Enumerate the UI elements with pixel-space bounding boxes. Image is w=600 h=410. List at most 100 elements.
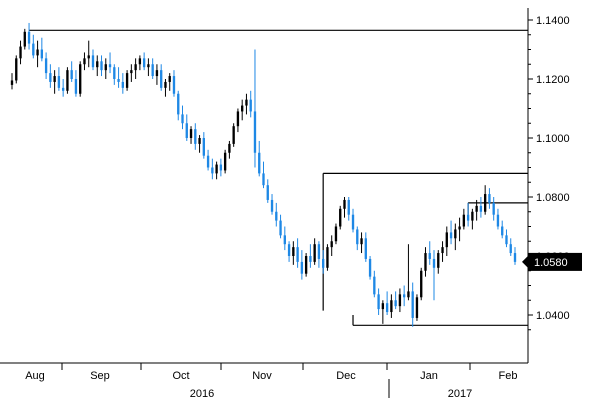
candle-body bbox=[407, 291, 410, 298]
candle-body bbox=[488, 194, 491, 203]
candle-body bbox=[155, 70, 159, 77]
candle-body bbox=[428, 253, 431, 259]
candle-body bbox=[194, 129, 197, 144]
candle-body bbox=[471, 211, 474, 221]
candle-body bbox=[15, 58, 18, 81]
candle-body bbox=[466, 214, 470, 221]
candle-body bbox=[432, 258, 436, 268]
candle-body bbox=[177, 93, 180, 115]
candle-body bbox=[253, 111, 257, 153]
candle-body bbox=[270, 199, 274, 212]
candle-body bbox=[437, 253, 440, 268]
candle-body bbox=[279, 220, 282, 236]
candle-body bbox=[505, 235, 508, 245]
year-label: 2016 bbox=[190, 388, 214, 400]
candle-body bbox=[275, 211, 278, 221]
candle-body bbox=[185, 123, 188, 138]
candle-body bbox=[462, 214, 466, 227]
month-label: Dec bbox=[336, 370, 356, 382]
candle-body bbox=[402, 294, 406, 298]
candle-body bbox=[454, 229, 457, 239]
candle-body bbox=[364, 238, 367, 259]
candle-body bbox=[91, 55, 95, 68]
month-label: Feb bbox=[499, 370, 518, 382]
y-tick-label: 1.1200 bbox=[536, 74, 570, 86]
candle-body bbox=[142, 58, 146, 68]
candle-body bbox=[198, 138, 201, 144]
candle-body bbox=[351, 214, 355, 230]
candle-body bbox=[44, 58, 48, 74]
candle-body bbox=[287, 244, 291, 256]
candle-body bbox=[496, 214, 500, 227]
y-tick-label: 1.1000 bbox=[536, 133, 570, 145]
candle-body bbox=[356, 229, 359, 245]
last-price-box bbox=[528, 252, 582, 271]
candle-body bbox=[32, 43, 35, 56]
candles bbox=[10, 22, 517, 327]
candle-body bbox=[339, 208, 342, 227]
candle-body bbox=[57, 76, 61, 88]
candle-body bbox=[125, 73, 129, 88]
candle-body bbox=[475, 205, 478, 212]
candle-body bbox=[49, 73, 52, 82]
candle-body bbox=[479, 205, 483, 212]
candle-body bbox=[300, 261, 304, 274]
candle-body bbox=[61, 87, 65, 91]
candle-body bbox=[296, 247, 299, 262]
candle-body bbox=[181, 114, 184, 124]
candle-body bbox=[398, 294, 402, 307]
candle-body bbox=[100, 61, 103, 71]
candle-body bbox=[151, 64, 154, 77]
candle-body bbox=[164, 81, 167, 88]
candle-body bbox=[23, 31, 26, 47]
candle-body bbox=[381, 303, 385, 310]
candle-body bbox=[211, 167, 214, 174]
candle-body bbox=[313, 244, 316, 262]
candle-body bbox=[236, 111, 240, 127]
candle-body bbox=[79, 64, 82, 94]
candle-body bbox=[104, 64, 107, 71]
candle-body bbox=[445, 232, 448, 248]
candle-body bbox=[172, 76, 176, 94]
y-tick-label: 1.1400 bbox=[536, 15, 570, 27]
candle-body bbox=[509, 244, 512, 254]
candle-body bbox=[458, 226, 461, 230]
candle-body bbox=[258, 152, 261, 174]
candle-body bbox=[160, 70, 163, 88]
candle-body bbox=[322, 258, 325, 268]
candle-body bbox=[134, 64, 137, 71]
candle-body bbox=[206, 155, 210, 168]
candle-body bbox=[202, 138, 205, 156]
candle-body bbox=[130, 70, 133, 74]
candle-body bbox=[266, 185, 269, 200]
candle-body bbox=[334, 226, 338, 242]
candle-body bbox=[36, 49, 39, 56]
candle-body bbox=[10, 80, 14, 85]
candle-body bbox=[228, 143, 231, 153]
candle-body bbox=[53, 76, 56, 82]
candle-body bbox=[168, 76, 171, 82]
month-label: Oct bbox=[172, 370, 189, 382]
candle-body bbox=[249, 99, 252, 112]
last-price-label: 1.0580 bbox=[534, 257, 568, 269]
month-label: Nov bbox=[252, 370, 272, 382]
candle-body bbox=[219, 164, 223, 171]
candle-body bbox=[411, 291, 414, 318]
candle-body bbox=[385, 303, 389, 313]
candle-body bbox=[390, 300, 393, 313]
candle-body bbox=[377, 294, 380, 310]
candle-body bbox=[87, 55, 90, 59]
candle-body bbox=[304, 256, 308, 274]
candle-body bbox=[40, 49, 44, 59]
candle-body bbox=[74, 79, 78, 94]
candle-body bbox=[292, 247, 295, 256]
candle-body bbox=[415, 297, 419, 318]
candle-body bbox=[330, 241, 333, 248]
candle-body bbox=[108, 64, 112, 68]
candle-body bbox=[223, 152, 227, 171]
last-price-pointer bbox=[522, 255, 528, 268]
candle-body bbox=[19, 46, 22, 59]
candle-body bbox=[394, 300, 397, 307]
candle-body bbox=[147, 64, 150, 68]
y-tick-label: 1.0400 bbox=[536, 310, 570, 322]
